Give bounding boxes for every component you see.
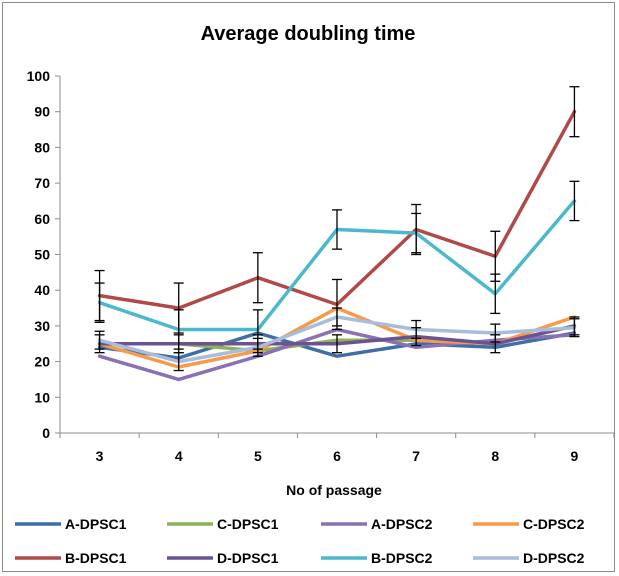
y-tick-label: 80 xyxy=(34,139,50,155)
error-bar xyxy=(569,318,580,338)
legend-label: B-DPSC1 xyxy=(65,550,127,566)
error-bar xyxy=(332,209,342,250)
legend-label: D-DPSC1 xyxy=(217,550,279,566)
legend-label: C-DPSC1 xyxy=(217,516,279,532)
legend-item-a-dpsc2: A-DPSC2 xyxy=(321,516,433,532)
y-tick-label: 90 xyxy=(34,104,50,120)
error-bar xyxy=(490,323,501,343)
error-bar xyxy=(252,252,263,304)
legend-item-b-dpsc1: B-DPSC1 xyxy=(15,550,127,566)
error-bar xyxy=(569,86,580,138)
error-bar xyxy=(252,337,263,357)
error-bar xyxy=(490,273,501,315)
x-axis-label: No of passage xyxy=(286,482,382,498)
legend-label: A-DPSC1 xyxy=(65,516,127,532)
error-bar xyxy=(173,352,184,372)
error-bar xyxy=(94,330,105,350)
y-axis: 0 10 20 30 40 50 60 70 80 90 100 xyxy=(27,68,61,441)
error-bar xyxy=(94,282,105,323)
legend-label: A-DPSC2 xyxy=(371,516,433,532)
legend-item-c-dpsc2: C-DPSC2 xyxy=(473,516,585,532)
error-bars xyxy=(94,86,580,372)
legend-item-c-dpsc1: C-DPSC1 xyxy=(167,516,279,532)
line-chart: Average doubling time 0 10 20 30 40 50 60 70 80 9… xyxy=(15,23,615,566)
y-tick-label: 0 xyxy=(42,425,50,441)
error-bar xyxy=(569,180,580,222)
legend-item-b-dpsc2: B-DPSC2 xyxy=(321,550,433,566)
x-axis: 3 4 5 6 7 8 9 xyxy=(59,432,615,464)
legend-label: D-DPSC2 xyxy=(523,550,585,566)
error-bar xyxy=(411,319,422,340)
x-tick-label: 3 xyxy=(96,448,104,464)
legend-item-a-dpsc1: A-DPSC1 xyxy=(15,516,127,532)
y-tick-label: 30 xyxy=(34,318,50,334)
error-bar xyxy=(173,309,184,350)
x-tick-label: 6 xyxy=(333,448,341,464)
legend-label: C-DPSC2 xyxy=(523,516,585,532)
x-tick-label: 5 xyxy=(254,448,262,464)
legend: A-DPSC1 C-DPSC1 A-DPSC2 C-DPSC2 B-DPSC1 D-DPS… xyxy=(15,516,585,566)
legend-item-d-dpsc1: D-DPSC1 xyxy=(167,550,279,566)
error-bar xyxy=(332,307,342,327)
error-bar xyxy=(332,334,342,354)
y-tick-label: 70 xyxy=(34,175,50,191)
y-tick-label: 100 xyxy=(27,68,51,84)
x-tick-label: 9 xyxy=(571,448,579,464)
chart-title: Average doubling time xyxy=(201,23,416,45)
chart-frame: Average doubling time 0 10 20 30 40 50 60 70 80 9… xyxy=(2,2,615,572)
x-tick-label: 7 xyxy=(412,448,420,464)
y-tick-label: 10 xyxy=(34,389,50,405)
y-tick-label: 20 xyxy=(34,354,50,370)
legend-item-d-dpsc2: D-DPSC2 xyxy=(473,550,585,566)
x-tick-label: 4 xyxy=(175,448,183,464)
y-tick-label: 50 xyxy=(34,247,50,263)
y-tick-label: 40 xyxy=(34,282,50,298)
error-bar xyxy=(411,212,422,254)
y-tick-label: 60 xyxy=(34,211,50,227)
legend-label: B-DPSC2 xyxy=(371,550,433,566)
x-tick-label: 8 xyxy=(491,448,499,464)
